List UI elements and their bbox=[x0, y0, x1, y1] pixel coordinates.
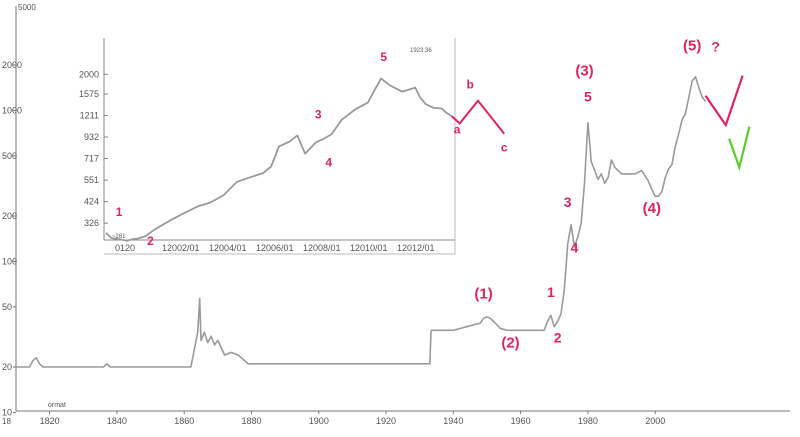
y-tick-label: 1000 bbox=[2, 106, 22, 116]
x-tick-label: 1900 bbox=[309, 416, 329, 426]
x-tick-label: 1840 bbox=[107, 416, 127, 426]
y-tick-label: 20 bbox=[2, 362, 12, 372]
wave-label: 2 bbox=[554, 330, 562, 346]
inset-y-tick-label: 717 bbox=[84, 154, 99, 164]
x-tick-label: 1960 bbox=[511, 416, 531, 426]
main-wave-labels: (1) (2) 1 2 3 4 (3) 5 (4) (5)? bbox=[474, 37, 720, 351]
green-projection-line bbox=[728, 126, 751, 172]
x-tick-label: 1920 bbox=[376, 416, 396, 426]
corner-top-label: 5000 bbox=[18, 3, 36, 12]
inset-wave-label: a bbox=[454, 123, 461, 137]
inset-y-tick-label: 1575 bbox=[79, 89, 99, 99]
x-tick-label: 1940 bbox=[443, 416, 463, 426]
inset-wave-label: 5 bbox=[380, 50, 387, 64]
x-tick-label: 1880 bbox=[242, 416, 262, 426]
inset-y-tick-label: 326 bbox=[84, 218, 99, 228]
inset-series-line bbox=[105, 77, 453, 242]
inset-x-tick-label: 12010/01 bbox=[350, 243, 388, 253]
wave-label: (1) bbox=[474, 285, 492, 302]
inset-y-tick-label: 551 bbox=[84, 175, 99, 185]
x-tick-label: 1980 bbox=[578, 416, 598, 426]
y-tick-label: 10 bbox=[2, 408, 12, 418]
inset-projection-group bbox=[451, 99, 505, 135]
corner-bottom-axis-label: ormat bbox=[48, 402, 66, 409]
wave-label: (2) bbox=[501, 334, 519, 351]
wave-label: ? bbox=[711, 39, 720, 55]
inset-x-tick-label: 12004/01 bbox=[209, 243, 247, 253]
inset-axis-ticks: 326 424 551 717 932 1211 1575 2000 0120 12002/01 1… bbox=[79, 69, 435, 253]
wave-label: (3) bbox=[575, 63, 593, 80]
wave-label: 1 bbox=[547, 284, 555, 300]
inset-y-tick-label: 932 bbox=[84, 132, 99, 142]
y-tick-label: 2000 bbox=[2, 60, 22, 70]
inset-red-projection-line bbox=[451, 99, 505, 135]
x-tick-label: 2000 bbox=[645, 416, 665, 426]
wave-label: (5) bbox=[683, 37, 701, 54]
corner-bottom-left-label: 18 bbox=[2, 417, 11, 426]
y-tick-label: 200 bbox=[2, 211, 17, 221]
inset-x-tick-label: 12006/01 bbox=[256, 243, 294, 253]
inset-x-tick-label: 12002/01 bbox=[162, 243, 200, 253]
inset-low-annotation: ~281 bbox=[112, 234, 126, 240]
inset-y-tick-label: 424 bbox=[84, 197, 99, 207]
x-tick-label: 1860 bbox=[174, 416, 194, 426]
y-tick-label: 50 bbox=[2, 302, 12, 312]
inset-y-tick-label: 2000 bbox=[79, 69, 99, 79]
inset-wave-label: 1 bbox=[116, 205, 123, 219]
inset-wave-label: c bbox=[501, 141, 508, 155]
inset-series-group bbox=[105, 77, 453, 242]
inset-wave-label: b bbox=[467, 78, 474, 92]
x-tick-label: 1820 bbox=[40, 416, 60, 426]
main-projection-group bbox=[704, 75, 751, 172]
inset-y-tick-label: 1211 bbox=[80, 111, 99, 121]
red-projection-line bbox=[704, 75, 744, 128]
inset-wave-label: 2 bbox=[147, 234, 154, 248]
main-axis-ticks: 10 20 50 100 200 500 1000 2000 1820 1840 1860 1880 1… bbox=[2, 60, 665, 426]
wave-label: 4 bbox=[571, 239, 579, 255]
wave-label: 5 bbox=[584, 88, 592, 104]
inset-x-tick-label: 0120 bbox=[115, 243, 135, 253]
inset-high-annotation: 1923.36 bbox=[410, 48, 432, 54]
inset-x-tick-label: 12008/01 bbox=[303, 243, 341, 253]
inset-wave-label: 3 bbox=[315, 107, 322, 121]
inset-x-tick-label: 12012/01 bbox=[397, 243, 435, 253]
wave-label: (4) bbox=[643, 200, 661, 217]
inset-wave-labels: 1 2 3 4 5 a b c bbox=[116, 50, 508, 248]
main-series-line bbox=[16, 76, 707, 368]
inset-wave-label: 4 bbox=[325, 156, 332, 170]
inset-background bbox=[98, 30, 462, 258]
wave-label: 3 bbox=[564, 194, 572, 210]
main-series-group bbox=[16, 76, 707, 368]
y-tick-label: 500 bbox=[2, 151, 17, 161]
y-tick-label: 100 bbox=[2, 257, 17, 267]
